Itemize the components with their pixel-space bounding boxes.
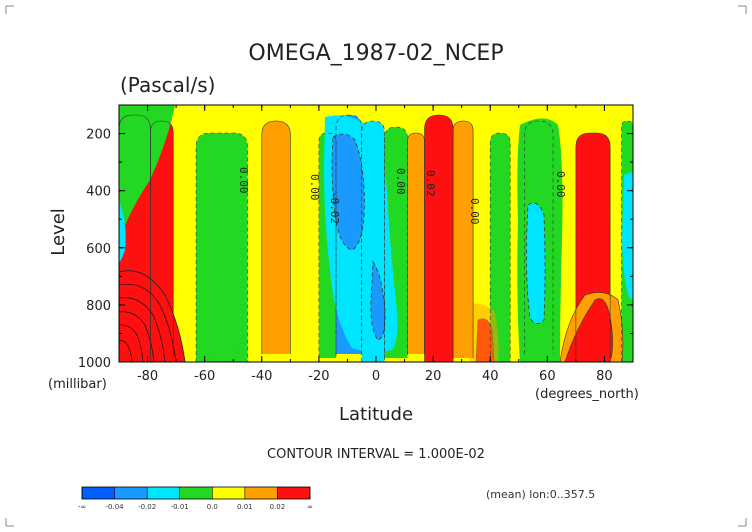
- x-axis-label: Latitude: [339, 404, 413, 425]
- colorbar-swatch: [244, 487, 278, 499]
- x-tick-label: 20: [425, 369, 442, 384]
- x-units-label: (degrees_north): [535, 387, 639, 402]
- contour-label: 0.00: [468, 198, 481, 225]
- y-tick-label: 200: [86, 128, 111, 143]
- contour-label: 0.02: [424, 170, 437, 197]
- contour-region: [470, 303, 499, 362]
- colorbar-label: -∞: [78, 503, 86, 511]
- x-tick-label: -80: [137, 369, 158, 384]
- contour-line: [261, 120, 291, 354]
- colorbar-swatch: [147, 487, 180, 499]
- contour-region: [331, 133, 365, 251]
- x-tick-label: 80: [596, 369, 613, 384]
- contour-band: [407, 133, 425, 354]
- y-tick-label: 800: [86, 299, 111, 314]
- x-tick-label: -60: [194, 369, 215, 384]
- contour-band: [424, 115, 454, 362]
- contour-region: [370, 260, 386, 341]
- contour-line: [489, 132, 511, 362]
- contour-label: 0.00: [237, 167, 250, 194]
- colorbar-label: ∞: [307, 503, 313, 511]
- footnote: (mean) lon:0..357.5: [486, 488, 595, 501]
- contour-line: [335, 114, 363, 354]
- y-units-label: (millibar): [48, 377, 107, 392]
- contour-line: [384, 126, 408, 358]
- contour-region: [564, 298, 613, 362]
- contour-band: [196, 133, 248, 362]
- crop-marks: [5, 5, 747, 527]
- x-tick-label: 0: [372, 369, 380, 384]
- contour-label: 0.00: [554, 171, 567, 198]
- contour-region: [622, 172, 633, 300]
- contour-band: [261, 121, 291, 354]
- colorbar-label: 0.0: [207, 503, 218, 511]
- x-tick-label: 60: [539, 369, 556, 384]
- contour-label-group: 0.00 0.00 -0.02 0.00 0.02 0.00 0.00: [237, 167, 567, 225]
- contour-line: [424, 114, 454, 362]
- contour-band: [490, 133, 511, 362]
- plot-area: [119, 105, 633, 362]
- contour-line: [575, 132, 611, 358]
- contour-line: [361, 120, 385, 362]
- contour-interval-note: CONTOUR INTERVAL = 1.000E-02: [267, 447, 485, 462]
- colorbar-label: -0.01: [171, 503, 189, 511]
- contour-line: [119, 114, 151, 362]
- colorbar-swatch: [82, 487, 115, 499]
- contour-region: [526, 202, 546, 324]
- contour-line: [195, 132, 248, 362]
- y-tick-label: 1000: [78, 356, 111, 371]
- contour-label: 0.00: [394, 168, 407, 195]
- contour-detail: [119, 105, 633, 362]
- colorbar-label: 0.01: [237, 503, 253, 511]
- contour-line: [524, 120, 554, 354]
- contour-region: [200, 349, 250, 362]
- colorbar-label: -0.04: [106, 503, 125, 511]
- colorbar-swatch: [277, 487, 310, 499]
- contour-region: [119, 200, 126, 262]
- y-tick-label: 400: [86, 185, 111, 200]
- band-borders: [119, 114, 633, 362]
- colorbar-swatch: [212, 487, 245, 499]
- colorbar: -∞ -0.04 -0.02 -0.01 0.0 0.01 0.02 ∞: [78, 486, 313, 511]
- contour-line: [407, 132, 425, 354]
- y-tick-label: 600: [86, 242, 111, 257]
- x-tick-label: 40: [482, 369, 499, 384]
- chart-title: OMEGA_1987-02_NCEP: [248, 41, 503, 66]
- x-tick-label: -40: [251, 369, 272, 384]
- colorbar-label: 0.02: [270, 503, 286, 511]
- y-axis-ticks: 200 400 600 800 1000: [78, 104, 633, 371]
- x-tick-label: -20: [308, 369, 329, 384]
- contour-region: [119, 270, 186, 362]
- contour-line: [150, 120, 174, 358]
- chart-subtitle: (Pascal/s): [120, 73, 215, 97]
- contour-region: [119, 105, 175, 240]
- y-axis-label: Level: [48, 208, 69, 256]
- contour-band: [453, 121, 474, 358]
- colorbar-swatch: [114, 487, 148, 499]
- contour-line: [452, 120, 474, 358]
- contour-line: [318, 132, 337, 358]
- colorbar-label: -0.02: [138, 503, 156, 511]
- contour-label: -0.02: [328, 191, 341, 224]
- colorbar-swatch: [179, 487, 213, 499]
- x-axis-ticks: -80 -60 -40 -20 0 20 40 60 80: [118, 105, 634, 384]
- contour-label: 0.00: [308, 174, 321, 201]
